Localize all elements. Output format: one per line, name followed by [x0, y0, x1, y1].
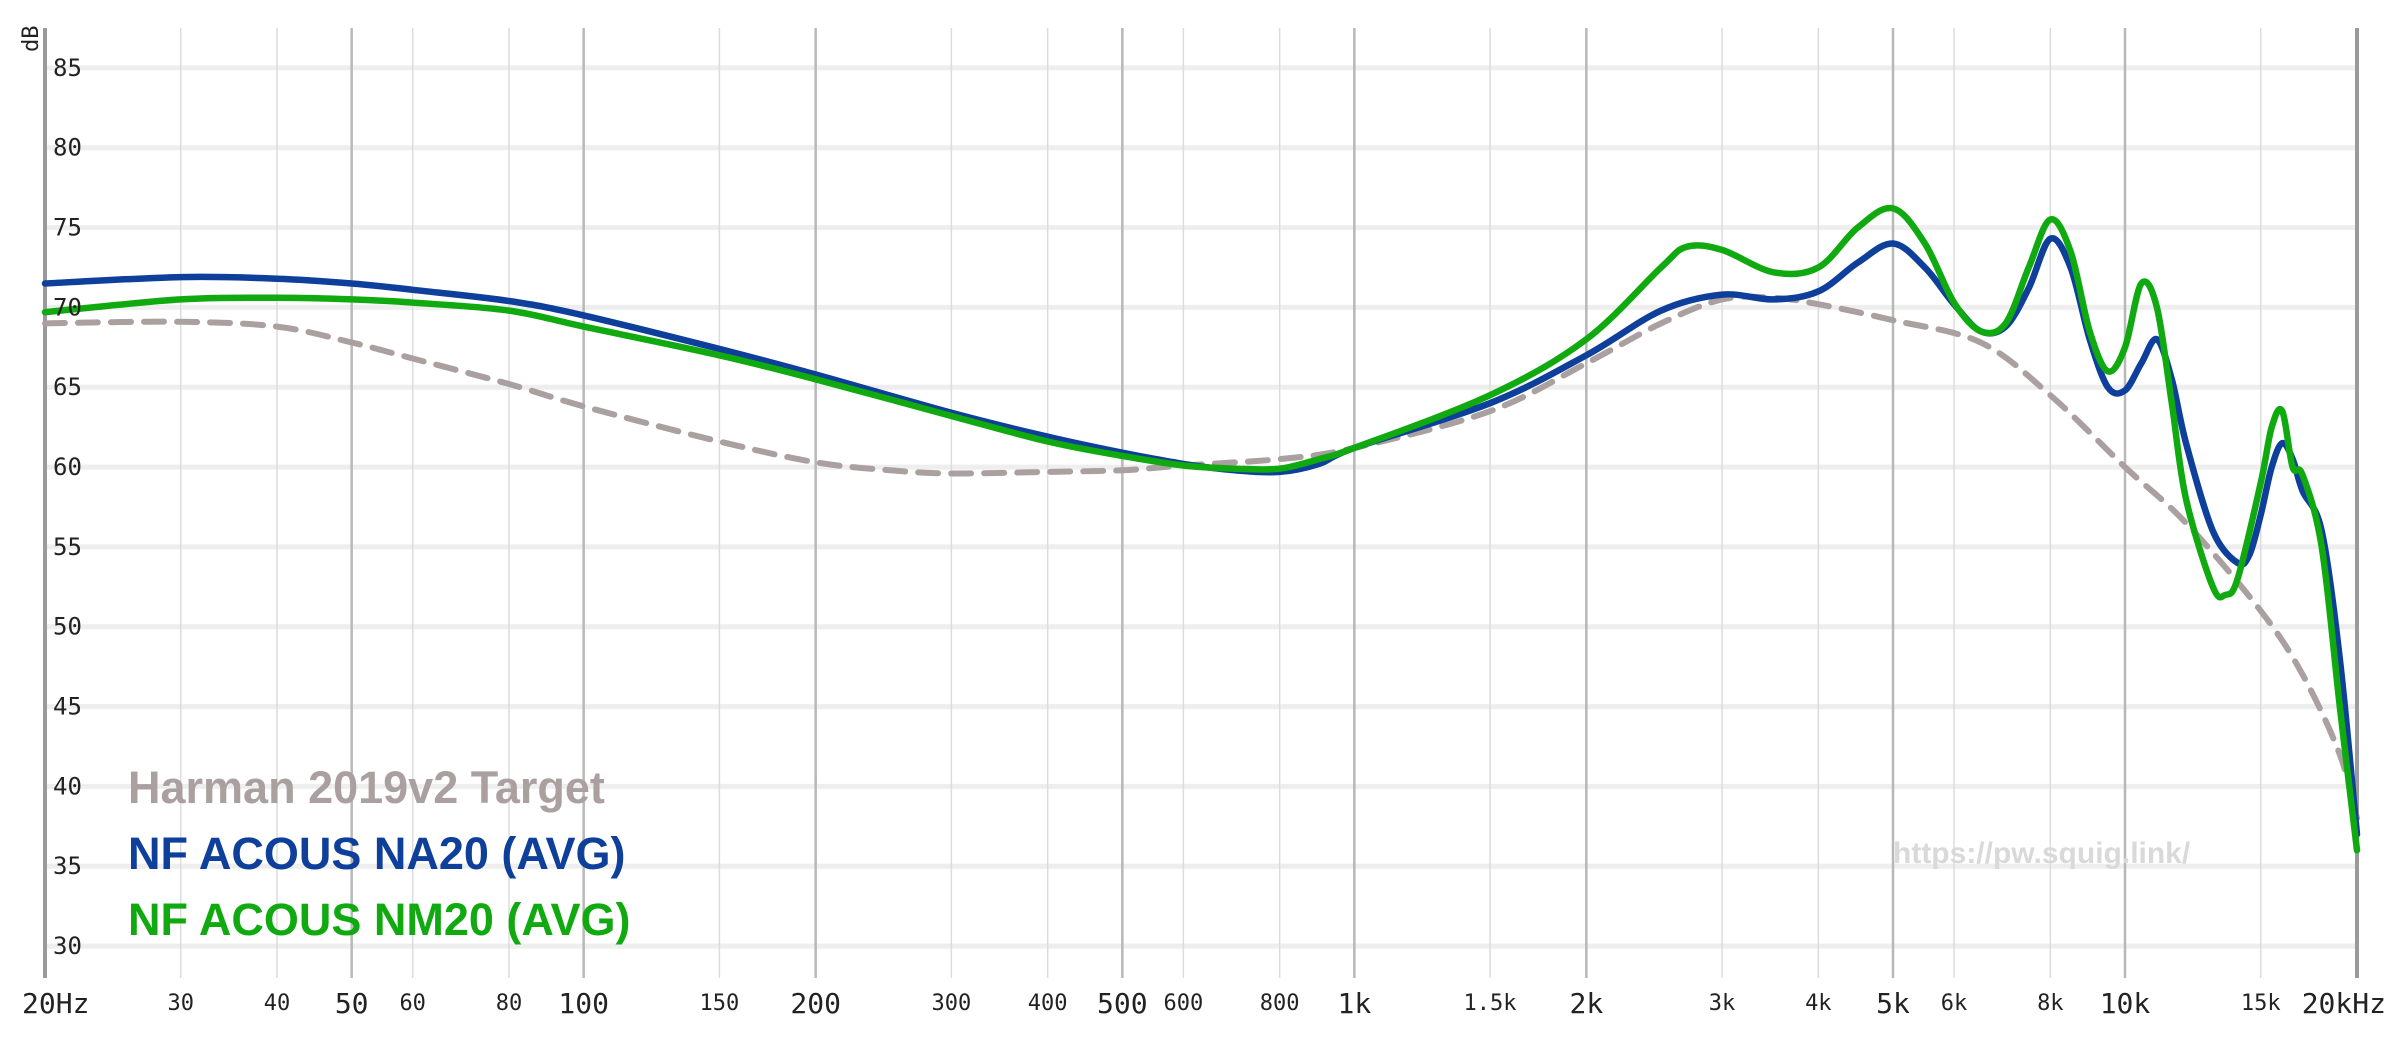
legend-entry: NF ACOUS NM20 (AVG) — [128, 894, 631, 945]
legend: Harman 2019v2 Target NF ACOUS NA20 (AVG) N… — [128, 762, 631, 945]
x-tick-label: 60 — [399, 991, 426, 1016]
y-tick-label: 80 — [53, 134, 82, 162]
y-tick-label: 85 — [53, 54, 82, 82]
x-tick-label: 30 — [167, 991, 194, 1016]
x-tick-label: 1.5k — [1464, 991, 1517, 1016]
x-tick-label: 20Hz — [22, 987, 89, 1020]
y-tick-label: 35 — [53, 852, 82, 880]
x-tick-label: 300 — [931, 991, 971, 1016]
y-tick-label: 30 — [53, 932, 82, 960]
x-axis-ticks: 20Hz 30 40 50 60 80 100 150 200 300 400 500 600 800 1k… — [22, 987, 2386, 1020]
watermark: https://pw.squig.link/ — [1893, 837, 2191, 870]
x-tick-label: 5k — [1876, 987, 1910, 1020]
x-tick-label: 600 — [1163, 991, 1203, 1016]
x-tick-label: 2k — [1569, 987, 1603, 1020]
series-line-2 — [41, 235, 2361, 838]
y-tick-label: 40 — [53, 772, 82, 800]
y-tick-label: 50 — [53, 613, 82, 641]
x-tick-label: 800 — [1260, 991, 1300, 1016]
y-tick-label: 45 — [53, 693, 82, 721]
series-line-1 — [42, 293, 2360, 822]
x-tick-label: 20kHz — [2302, 987, 2386, 1020]
x-tick-label: 150 — [700, 991, 740, 1016]
y-tick-label: 65 — [53, 373, 82, 401]
x-tick-label: 100 — [558, 987, 609, 1020]
x-tick-label: 3k — [1709, 991, 1736, 1016]
y-tick-label: 70 — [53, 293, 82, 321]
x-tick-label: 8k — [2037, 991, 2064, 1016]
x-tick-label: 200 — [790, 987, 841, 1020]
x-tick-label: 50 — [335, 987, 369, 1020]
x-tick-label: 80 — [496, 991, 523, 1016]
horizontal-gridlines — [45, 65, 2357, 949]
x-tick-label: 10k — [2100, 987, 2151, 1020]
x-tick-label: 40 — [264, 991, 291, 1016]
x-tick-label: 15k — [2241, 991, 2281, 1016]
y-tick-label: 60 — [53, 453, 82, 481]
x-tick-label: 400 — [1028, 991, 1068, 1016]
legend-entry: Harman 2019v2 Target — [128, 762, 605, 813]
vertical-gridlines — [43, 28, 2359, 978]
x-tick-label: 4k — [1805, 991, 1832, 1016]
series-lines — [41, 204, 2361, 854]
x-tick-label: 1k — [1337, 987, 1371, 1020]
y-axis-label: dB — [19, 26, 44, 53]
x-tick-label: 6k — [1941, 991, 1968, 1016]
legend-entry: NF ACOUS NA20 (AVG) — [128, 828, 626, 879]
y-tick-label: 75 — [53, 214, 82, 242]
x-tick-label: 500 — [1097, 987, 1148, 1020]
y-axis-ticks: 85 80 75 70 65 60 55 50 45 40 35 30 — [53, 54, 82, 960]
y-tick-label: 55 — [53, 533, 82, 561]
series-line-3 — [41, 204, 2361, 854]
